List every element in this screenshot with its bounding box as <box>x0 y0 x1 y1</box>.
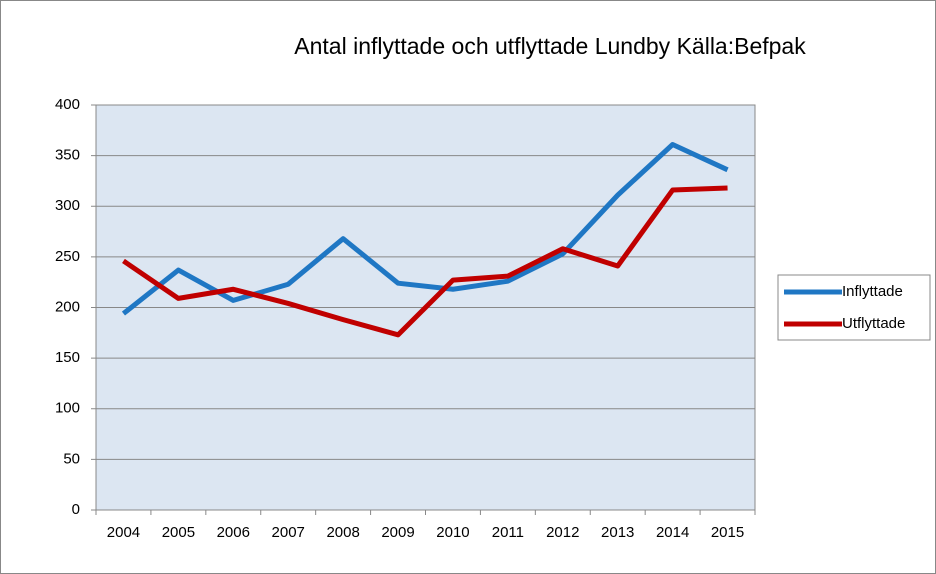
y-tick-label: 350 <box>55 147 80 164</box>
x-tick-label: 2012 <box>546 524 579 541</box>
line-series <box>122 185 728 338</box>
y-tick-label: 250 <box>55 248 80 265</box>
chart-title: Antal inflyttade och utflyttade Lundby K… <box>294 33 806 59</box>
x-tick-label: 2004 <box>107 524 140 541</box>
y-tick-label: 300 <box>55 197 80 214</box>
x-tick-label: 2007 <box>272 524 305 541</box>
y-tick-label: 150 <box>55 349 80 366</box>
y-tick-label: 0 <box>72 501 80 518</box>
x-tick-label: 2013 <box>601 524 634 541</box>
line-series <box>121 141 729 316</box>
x-tick-label: 2005 <box>162 524 195 541</box>
x-tick-label: 2009 <box>381 524 414 541</box>
x-tick-label: 2006 <box>217 524 250 541</box>
x-tick-label: 2014 <box>656 524 689 541</box>
x-tick-label: 2010 <box>436 524 469 541</box>
x-tick-label: 2015 <box>711 524 744 541</box>
y-tick-label: 50 <box>63 450 80 467</box>
y-tick-label: 400 <box>55 96 80 113</box>
x-tick-label: 2008 <box>326 524 359 541</box>
legend-box <box>777 274 931 341</box>
y-tick-label: 100 <box>55 400 80 417</box>
y-tick-label: 200 <box>55 298 80 315</box>
x-tick-label: 2011 <box>492 524 524 541</box>
legend-label: Utflyttade <box>842 315 905 332</box>
legend-label: Inflyttade <box>842 283 903 300</box>
